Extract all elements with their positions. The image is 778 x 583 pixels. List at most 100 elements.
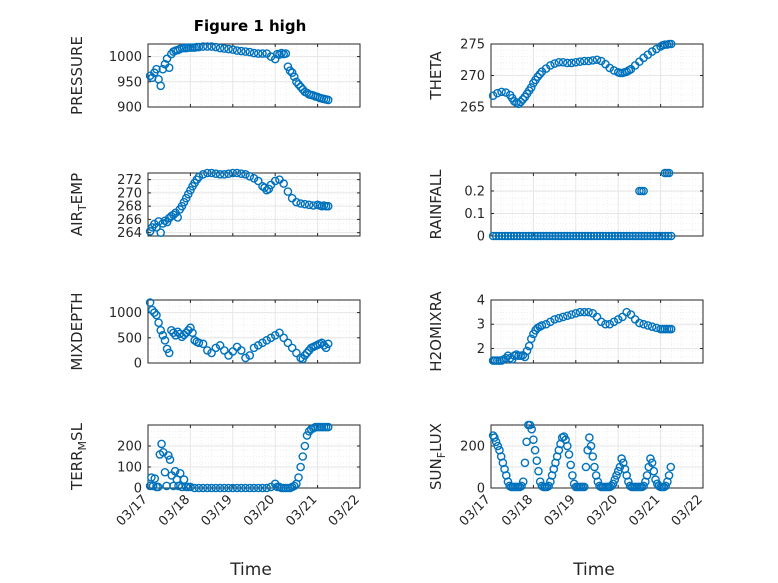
subplot-6-data-point (550, 315, 559, 324)
subplot-6-data-point (537, 321, 547, 330)
subplot-4-data-point (539, 231, 548, 241)
subplot-2-data-point (550, 59, 559, 68)
subplot-3-data-point (156, 228, 166, 237)
subplot-7-y-tick-label: 0 (134, 482, 142, 497)
subplot-4-data-point (646, 231, 655, 241)
subplot-4-data-point (503, 231, 513, 241)
subplot-5-data-point (186, 323, 195, 333)
subplot-1-data-point (162, 54, 172, 63)
subplot-8-data-point (612, 471, 621, 480)
subplot-2-data-point (488, 91, 498, 100)
subplot-5-data-point (266, 333, 276, 343)
subplot-1-data-point (323, 95, 333, 105)
subplot-8-data-point (617, 454, 626, 463)
subplot-8-data-point (529, 435, 538, 445)
subplot-4-data-point (563, 231, 572, 241)
subplot-6-data-point (626, 310, 636, 319)
subplot-4-data-point (565, 231, 575, 241)
subplot-3-data-point (309, 201, 318, 210)
subplot-4-data-point (610, 231, 620, 241)
subplot-4-data-point (527, 231, 537, 241)
subplot-1-data-point (236, 46, 246, 56)
subplot-4-data-point (500, 231, 510, 241)
subplot-5-data-point (249, 343, 259, 353)
subplot-4-data-point (512, 231, 522, 241)
subplot-7-y-tick-label: 200 (117, 440, 142, 455)
subplot-2-y-tick-label: 265 (460, 101, 485, 116)
subplot-4-data-point (554, 231, 563, 241)
subplot-7-data-point (249, 483, 259, 493)
subplot-4-data-point (506, 231, 516, 241)
subplot-4-data-point (491, 231, 501, 241)
subplot-2-data-point (526, 83, 536, 92)
subplot-5-data-point (270, 330, 280, 340)
subplot-3-data-point (228, 168, 238, 178)
subplot-8-data-point (568, 471, 577, 480)
subplot-4-data-point (536, 231, 545, 241)
subplot-1-data-point (253, 49, 263, 58)
subplot-6-data-point (613, 315, 623, 324)
subplot-4-data-point (657, 231, 667, 241)
subplot-3-data-point (203, 168, 212, 178)
subplot-7-data-point (262, 483, 272, 493)
subplot-8-data-point (566, 460, 576, 470)
subplot-1-data-point (164, 63, 174, 72)
subplot-8-y-tick-label: 0 (477, 482, 485, 497)
subplot-4-data-point (589, 231, 599, 241)
subplot-2-data-point (652, 44, 661, 54)
subplot-7-data-point (165, 455, 175, 464)
subplot-4-data-point (583, 231, 593, 241)
subplot-3-data-point (283, 187, 293, 196)
subplot-3-data-point (220, 170, 229, 179)
subplot-3-y-tick-label: 266 (117, 213, 142, 228)
subplot-3-data-point (296, 199, 305, 208)
subplot-1-data-point (203, 42, 212, 51)
subplot-8-data-point (610, 475, 620, 484)
subplot-2-y-tick-label: 275 (460, 38, 485, 53)
subplot-4-data-point (524, 231, 534, 241)
subplot-5-data-point (300, 351, 310, 360)
subplot-3-data-point (249, 174, 259, 183)
subplot-3-data-point (173, 213, 182, 222)
subplot-7-data-point (253, 483, 263, 493)
subplot-7-data-point (170, 466, 180, 476)
subplot-5-data-point (160, 336, 170, 345)
subplot-8-data-point (651, 475, 660, 484)
subplot-7-data-point (150, 474, 160, 483)
subplot-5-data-point (245, 351, 255, 360)
subplot-5-data-point (241, 353, 250, 363)
subplot-8-data-point (590, 462, 599, 472)
subplot-4-data-point (571, 231, 581, 241)
subplot-7-data-point (145, 481, 155, 491)
subplot-7-data-point (190, 483, 199, 493)
subplot-7-data-point (220, 483, 229, 493)
subplot-8-data-point (642, 471, 652, 480)
subplot-4-data-point (666, 231, 676, 241)
subplot-5-data-point (302, 348, 312, 358)
subplot-4-data-point (574, 231, 584, 241)
subplot-2-data-point (501, 88, 511, 97)
subplot-5-data-point (158, 330, 168, 340)
subplot-4-y-tick-label: 0.1 (464, 207, 485, 222)
subplot-3-data-point (253, 176, 263, 186)
subplot-8-data-point (607, 481, 616, 491)
subplot-5-data-point (292, 348, 301, 358)
subplot-2-data-point (546, 61, 555, 70)
subplot-8-data-point (525, 420, 535, 430)
subplot-6-data-point (643, 321, 653, 330)
subplot-5-y-tick-label: 0 (134, 357, 142, 372)
subplot-4-data-point (515, 231, 525, 241)
subplot-2-y-axis-label: THETA (427, 51, 445, 101)
subplot-3-data-point (215, 170, 225, 179)
subplot-7-y-axis-label: TERRMSL (68, 422, 89, 491)
subplot-1-data-point (241, 47, 250, 56)
subplot-4-data-point (568, 231, 578, 241)
subplot-2-data-point (563, 58, 572, 68)
subplot-3-data-point (241, 170, 250, 179)
subplot-8-data-point (586, 441, 596, 451)
subplot-7-data-point (236, 483, 246, 493)
subplot-4-data-point (664, 168, 674, 178)
subplot-5-data-point (275, 328, 284, 338)
subplot-8-data-point (518, 477, 528, 487)
subplot-8-data-point (588, 452, 598, 461)
